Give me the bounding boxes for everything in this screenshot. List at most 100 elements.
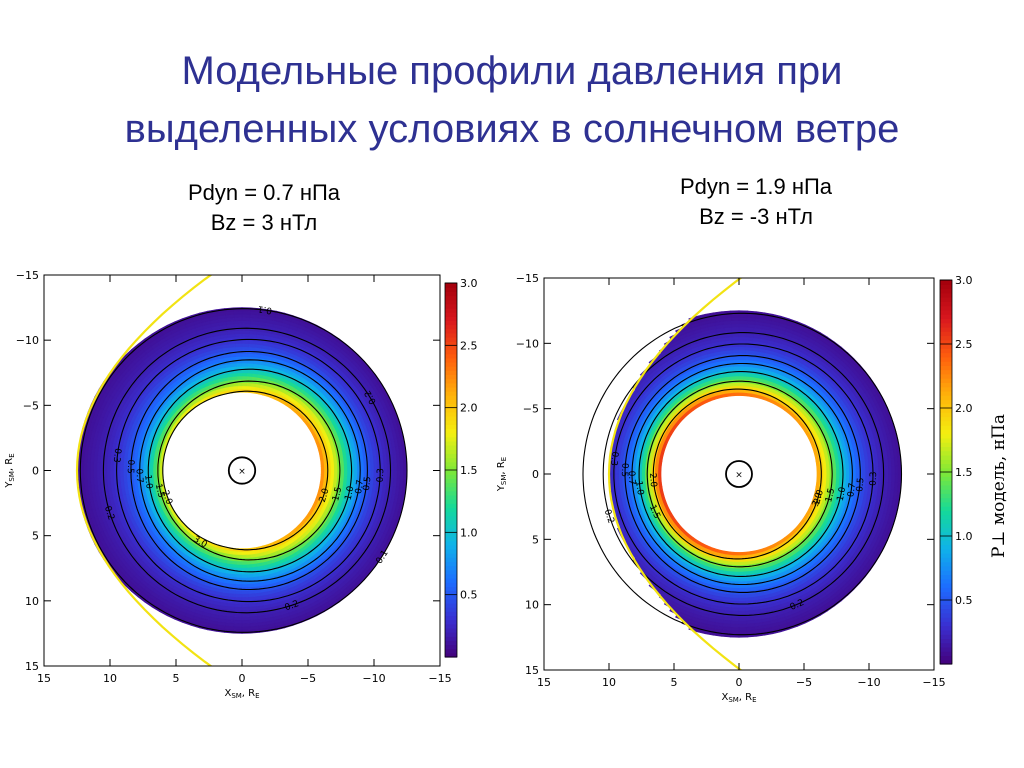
colorbar-swatch: [445, 299, 457, 305]
colorbar-swatch: [445, 312, 457, 317]
pressure-cell: [734, 391, 740, 397]
colorbar-tick-label: 3.0: [460, 277, 478, 290]
pressure-cell: [832, 468, 837, 475]
pressure-cell: [241, 343, 250, 348]
earth-cross-marker: ×: [238, 467, 246, 477]
pressure-cell: [233, 323, 243, 328]
y-tick-label: −5: [23, 399, 39, 412]
colorbar-swatch: [445, 619, 457, 625]
colorbar-swatch: [445, 627, 457, 633]
pressure-cell: [340, 464, 345, 471]
pressure-cell: [343, 470, 348, 477]
pressure-cell: [836, 473, 841, 480]
pressure-cell: [233, 616, 243, 621]
colorbar-swatch: [445, 320, 457, 326]
pressure-cell: [343, 464, 348, 471]
pressure-cell: [233, 619, 243, 624]
y-axis-title: YSM, RE: [4, 453, 16, 488]
pressure-cell: [234, 593, 243, 598]
pressure-cell: [241, 590, 249, 595]
pressure-cell: [234, 333, 243, 338]
pressure-cell: [241, 610, 250, 615]
colorbar-swatch: [445, 436, 457, 442]
pressure-cell: [738, 382, 745, 387]
colorbar-swatch: [445, 470, 457, 475]
pressure-cell: [370, 463, 375, 471]
pressure-cell: [86, 462, 91, 471]
pressure-cell: [855, 467, 860, 475]
pressure-cell: [396, 470, 401, 480]
pressure-cell: [738, 391, 744, 397]
pressure-cell: [733, 561, 740, 566]
left-conditions: Pdyn = 0.7 нПа Bz = 3 нТл: [144, 178, 384, 238]
pressure-cell: [241, 339, 250, 344]
colorbar: 0.51.01.52.02.53.0: [444, 277, 478, 658]
pressure-cell: [241, 551, 247, 556]
pressure-cell: [738, 375, 745, 380]
colorbar-swatch: [445, 486, 457, 492]
colorbar-swatch: [445, 511, 457, 517]
colorbar-swatch: [445, 457, 457, 463]
left-bz-label: Bz = 3 нТл: [210, 210, 318, 235]
pressure-cell: [733, 578, 740, 583]
pressure-cell: [241, 369, 248, 374]
colorbar-swatch: [445, 503, 457, 508]
colorbar-swatch: [445, 357, 457, 363]
pressure-cell: [234, 597, 243, 602]
colorbar-tick-label: 1.5: [460, 464, 478, 477]
pressure-cell: [241, 330, 250, 335]
pressure-cell: [233, 320, 243, 325]
colorbar-swatch: [445, 507, 457, 513]
colorbar-swatch: [445, 287, 457, 292]
pressure-cell: [119, 470, 124, 478]
pressure-cell: [93, 470, 98, 479]
x-tick-label: 15: [37, 672, 51, 685]
pressure-cell: [241, 567, 248, 572]
pressure-cell: [241, 362, 249, 367]
colorbar-swatch: [445, 582, 457, 587]
pressure-cell: [615, 467, 620, 475]
pressure-cell: [235, 362, 243, 367]
colorbar-swatch: [445, 524, 457, 529]
pressure-cell: [83, 470, 88, 480]
colorbar-swatch: [445, 295, 457, 301]
colorbar-swatch: [445, 548, 457, 554]
colorbar-tick-label: 1.0: [460, 526, 478, 539]
y-tick-label: 5: [32, 530, 39, 543]
colorbar-swatch: [445, 611, 457, 617]
pressure-cell: [241, 603, 250, 608]
colorbar-swatch: [445, 482, 457, 488]
colorbar-swatch: [445, 303, 457, 309]
pressure-cell: [399, 461, 405, 471]
colorbar-swatch: [445, 536, 457, 542]
contour-label: 0.3: [111, 448, 123, 463]
slide-title: Модельные профили давления при выделенны…: [0, 42, 1024, 158]
colorbar-swatch: [445, 374, 457, 380]
pressure-cell: [845, 467, 850, 475]
pressure-cell: [832, 473, 837, 480]
colorbar-swatch: [445, 553, 457, 558]
pressure-cell: [733, 375, 740, 380]
pressure-cell: [733, 568, 740, 573]
pressure-cell: [149, 465, 154, 471]
pressure-cell: [733, 365, 740, 370]
colorbar-swatch: [445, 361, 457, 367]
colorbar-swatch: [445, 648, 457, 654]
y-tick-label: 15: [25, 660, 39, 673]
x-tick-label: 0: [239, 672, 246, 685]
contour-label: 0.7: [354, 479, 366, 495]
colorbar-swatch: [445, 382, 457, 388]
slide-title-line-2: выделенных условиях в солнечном ветре: [124, 107, 900, 151]
pressure-cell: [93, 462, 98, 471]
pressure-cell: [333, 465, 339, 471]
pressure-cell: [732, 584, 740, 589]
pressure-cell: [241, 320, 251, 325]
pressure-cell: [234, 603, 243, 608]
pressure-cell: [236, 564, 243, 569]
pressure-cell: [89, 470, 95, 479]
colorbar-swatch: [445, 370, 457, 376]
pressure-cell: [235, 580, 243, 585]
colorbar-swatch: [445, 478, 457, 484]
colorbar-swatch: [445, 598, 457, 604]
colorbar-tick-label: 2.0: [460, 402, 478, 415]
